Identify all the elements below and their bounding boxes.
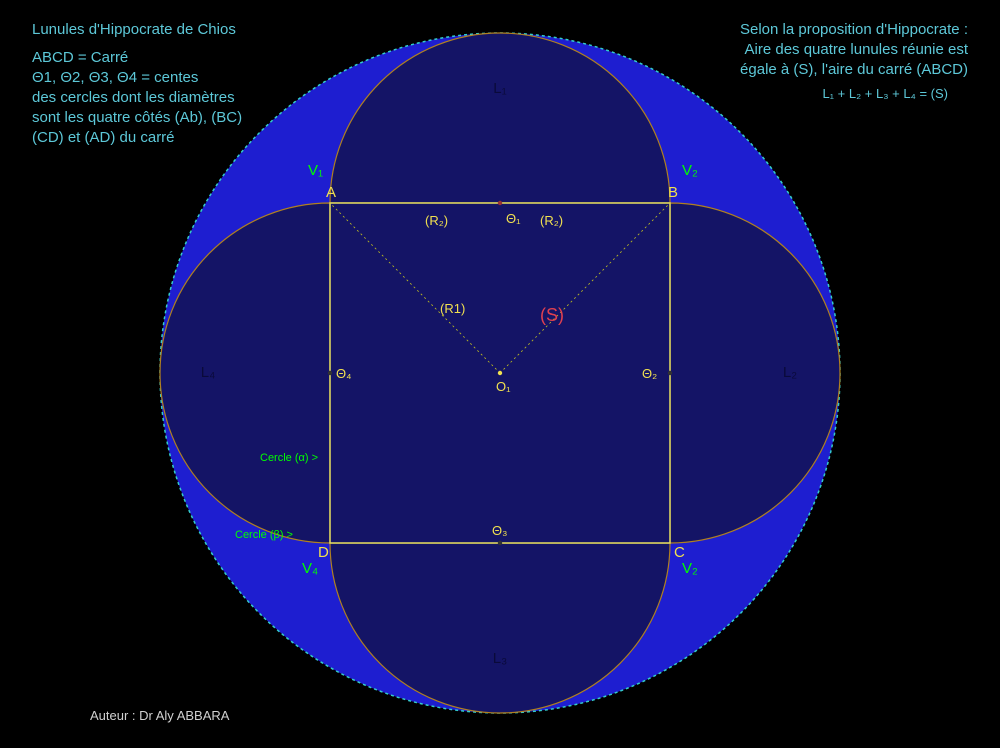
label-theta3: Θ₃ [492,523,507,538]
label-R1: (R1) [440,301,465,316]
center-dot [498,371,502,375]
vertex-A: A [326,184,336,201]
title-right3: égale à (S), l'aire du carré (ABCD) [740,61,968,78]
left-l4: sont les quatre côtés (Ab), (BC) [32,109,242,126]
label-V2b: V₂ [682,560,698,577]
theta4-dot [328,371,332,375]
theta1-dot [498,201,502,205]
label-theta2: Θ₂ [642,366,657,381]
equation: L₁ + L₂ + L₃ + L₄ = (S) [822,86,948,101]
label-R2a: (R₂) [425,213,448,228]
label-theta4: Θ₄ [336,366,351,381]
label-V2: V₂ [682,162,698,179]
left-l3: des cercles dont les diamètres [32,89,235,106]
title-right2: Aire des quatre lunules réunie est [745,41,969,58]
label-L1: L₁ [493,80,506,97]
theta3-dot [498,541,502,545]
left-l5: (CD) et (AD) du carré [32,129,175,146]
label-L3: L₃ [493,650,507,667]
label-S: (S) [540,305,564,325]
label-V1: V₁ [308,162,323,179]
vertex-B: B [668,184,678,201]
left-l2: Θ1, Θ2, Θ3, Θ4 = centes [32,69,198,86]
vertex-D: D [318,544,329,561]
label-O1: O₁ [496,379,511,394]
author: Auteur : Dr Aly ABBARA [90,708,230,723]
vertex-C: C [674,544,685,561]
theta2-dot [668,371,672,375]
label-R2b: (R₂) [540,213,563,228]
title-left: Lunules d'Hippocrate de Chios [32,21,236,38]
title-right1: Selon la proposition d'Hippocrate : [740,21,968,38]
label-L2: L₂ [783,364,797,381]
diagram-svg: L₁ L₂ L₃ L₄ V₁ V₂ V₂ V₄ A B C D Θ₁ Θ₂ Θ₃ Θ₄ O₁ (R1) (R₂) (R… [0,0,1000,748]
label-L4: L₄ [201,364,215,381]
label-theta1: Θ₁ [506,211,521,226]
label-cercle-beta: Cercle (β) > [235,529,293,541]
label-V4: V₄ [302,560,318,577]
left-l1: ABCD = Carré [32,49,128,66]
label-cercle-alpha: Cercle (α) > [260,452,318,464]
